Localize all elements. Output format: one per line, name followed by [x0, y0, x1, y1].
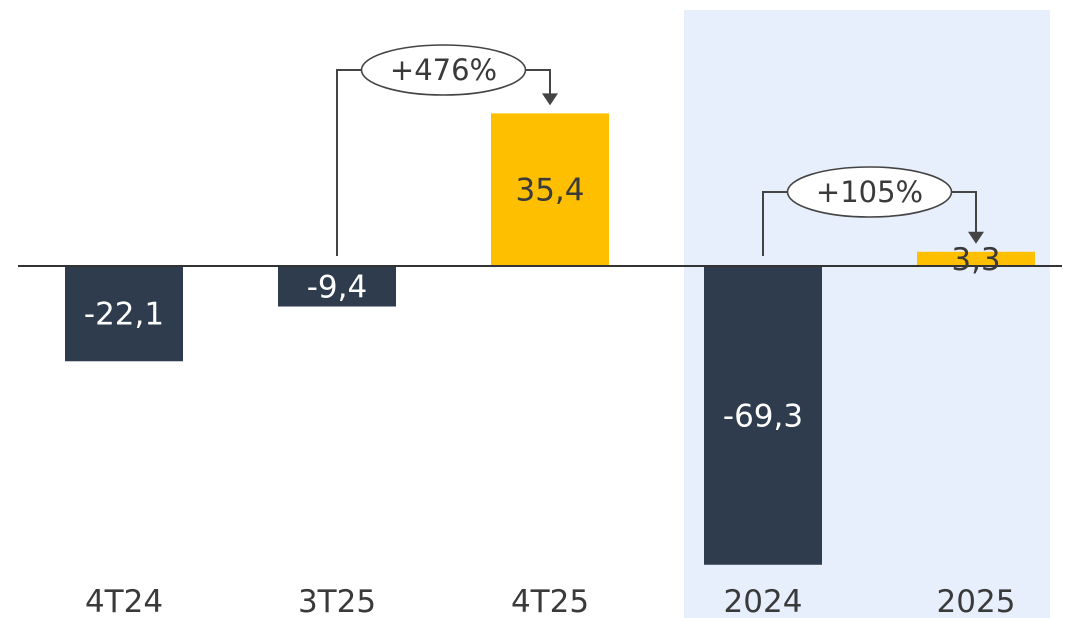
growth-label: +105% — [816, 175, 923, 209]
bars-group — [65, 113, 1035, 565]
arrow-down-icon — [968, 231, 984, 244]
bar-4T24 — [65, 266, 183, 362]
growth-annotation-2024-2025: +105% — [762, 166, 984, 256]
category-label-3T25: 3T25 — [298, 584, 376, 618]
value-label-4T24: -22,1 — [84, 297, 164, 333]
category-label-4T25: 4T25 — [511, 584, 589, 618]
value-label-3T25: -9,4 — [307, 269, 368, 305]
growth-bubble — [786, 166, 953, 218]
growth-bubble — [360, 44, 527, 96]
growth-annotations: +476% +105% — [336, 44, 984, 256]
category-labels: 4T24 3T25 4T25 2024 2025 — [85, 584, 1016, 618]
bar-3T25 — [278, 266, 396, 307]
growth-label: +476% — [390, 53, 497, 87]
bar-4T25 — [491, 113, 609, 267]
category-label-2025: 2025 — [937, 584, 1016, 618]
value-labels: -22,1 -9,4 35,4 -69,3 3,3 — [84, 173, 1001, 435]
category-label-4T24: 4T24 — [85, 584, 163, 618]
bar-2024 — [704, 266, 822, 565]
value-label-4T25: 35,4 — [515, 173, 584, 209]
value-label-2024: -69,3 — [723, 398, 803, 434]
arrow-down-icon — [542, 93, 558, 106]
category-label-2024: 2024 — [724, 584, 803, 618]
growth-annotation-3T25-4T25: +476% — [336, 44, 558, 256]
bar-2025 — [917, 251, 1035, 266]
value-label-2025: 3,3 — [951, 242, 1000, 278]
